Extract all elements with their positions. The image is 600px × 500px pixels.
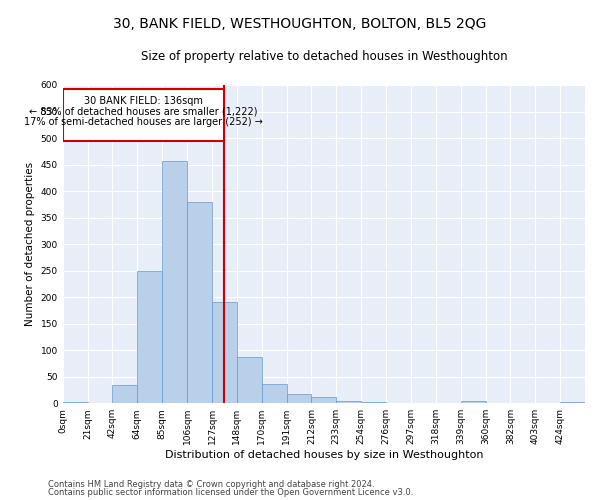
Bar (137, 270, 162, 403)
Bar (262, 384, 287, 403)
Text: 30 BANK FIELD: 136sqm: 30 BANK FIELD: 136sqm (84, 96, 203, 106)
Bar (361, 402, 386, 403)
Text: 17% of semi-detached houses are larger (252) →: 17% of semi-detached houses are larger (… (24, 117, 263, 127)
Bar (461, 401, 485, 403)
Bar (237, 356, 262, 403)
Text: ← 83% of detached houses are smaller (1,222): ← 83% of detached houses are smaller (1,… (29, 106, 257, 116)
Bar (63, 402, 88, 403)
Title: Size of property relative to detached houses in Westhoughton: Size of property relative to detached ho… (140, 50, 507, 63)
Y-axis label: Number of detached properties: Number of detached properties (25, 162, 35, 326)
Bar (287, 394, 311, 403)
Text: Contains HM Land Registry data © Crown copyright and database right 2024.: Contains HM Land Registry data © Crown c… (48, 480, 374, 489)
Bar (337, 401, 361, 403)
Bar (560, 402, 585, 403)
Text: Contains public sector information licensed under the Open Government Licence v3: Contains public sector information licen… (48, 488, 413, 497)
Bar (112, 384, 137, 403)
Bar (187, 202, 212, 403)
Text: 30, BANK FIELD, WESTHOUGHTON, BOLTON, BL5 2QG: 30, BANK FIELD, WESTHOUGHTON, BOLTON, BL… (113, 18, 487, 32)
Bar (162, 161, 187, 403)
Bar (63, 89, 224, 141)
Bar (311, 398, 337, 403)
X-axis label: Distribution of detached houses by size in Westhoughton: Distribution of detached houses by size … (164, 450, 483, 460)
Bar (212, 302, 237, 403)
